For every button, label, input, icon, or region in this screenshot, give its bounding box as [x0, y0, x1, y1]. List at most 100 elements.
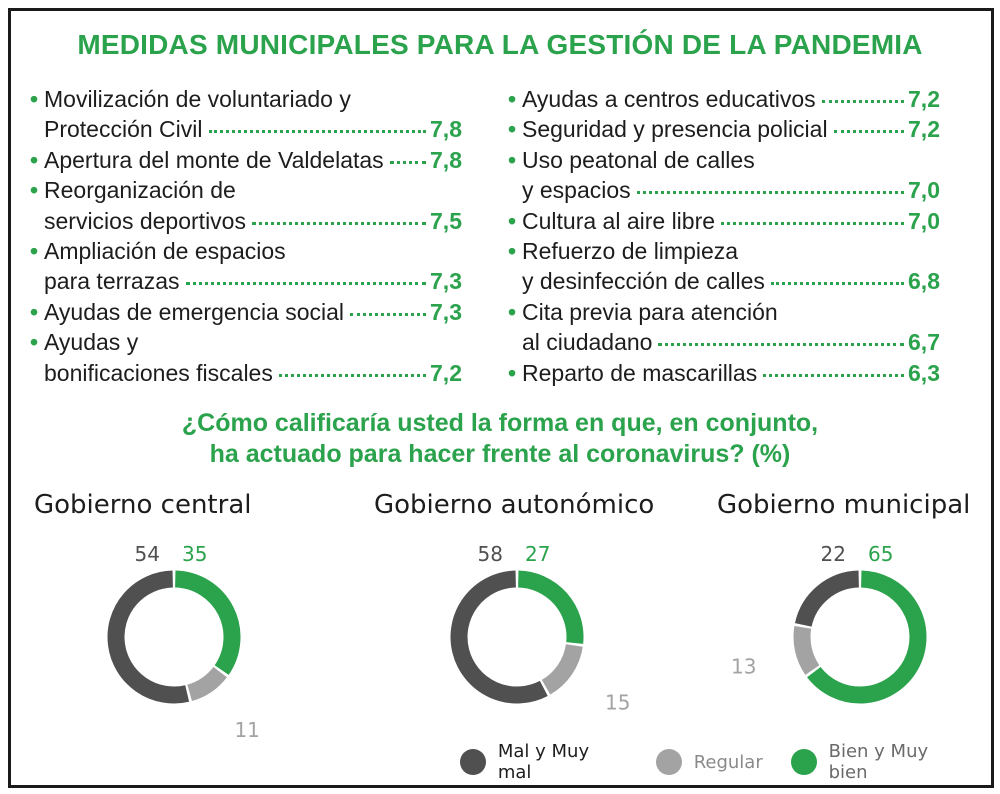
measure-label: Ayudas de emergencia social [44, 298, 345, 325]
measure-line: y espacios 7,0 [508, 175, 940, 205]
bullet-icon: • [30, 329, 39, 356]
bullet-icon: • [30, 177, 39, 204]
measure-line: al ciudadano 6,7 [508, 327, 940, 357]
measure-line: • Cita previa para atención [508, 297, 940, 327]
dotted-leader [389, 160, 427, 164]
measure-label: para terrazas [44, 268, 180, 295]
legend-item: Mal y Muy mal [460, 741, 628, 783]
question-line-1: ¿Cómo calificaría usted la forma en que,… [181, 409, 819, 437]
measure-label: y desinfección de calles [522, 268, 765, 295]
measure-line: • Seguridad y presencia policial 7,2 [508, 114, 940, 144]
label-mal: 54 [135, 542, 160, 566]
measure-label: Cita previa para atención [522, 298, 778, 325]
measure-score: 7,8 [430, 116, 462, 143]
measure-line: • Refuerzo de limpieza [508, 236, 940, 266]
label-bien: 27 [525, 542, 550, 566]
measure-line: • Apertura del monte de Valdelatas 7,8 [30, 145, 462, 175]
bullet-icon: • [30, 146, 39, 173]
chart-title-municipal: Gobierno municipal [717, 490, 971, 520]
label-regular: 13 [731, 655, 756, 679]
measure-item: • Uso peatonal de calles y espacios 7,0 [508, 145, 940, 206]
measure-item: • Refuerzo de limpieza y desinfección de c… [508, 236, 940, 297]
dotted-leader [770, 281, 905, 286]
measure-item: • Ampliación de espacios para terrazas 7,3 [30, 236, 462, 297]
label-regular: 15 [605, 690, 630, 714]
measure-score: 6,8 [908, 268, 940, 295]
segment-bien [517, 570, 584, 644]
measure-item: • Cita previa para atención al ciudadano 6,… [508, 297, 940, 358]
segment-regular [186, 666, 227, 702]
measure-line: • Ayudas de emergencia social 7,3 [30, 297, 462, 327]
segment-mal [450, 570, 548, 704]
dotted-leader [636, 190, 905, 195]
segment-bien [174, 570, 241, 675]
measure-score: 7,2 [908, 86, 940, 112]
legend-swatch [460, 749, 486, 775]
measure-line: • Ayudas a centros educativos 7,2 [508, 84, 940, 114]
measure-score: 6,7 [908, 329, 940, 356]
measure-score: 7,5 [430, 207, 462, 234]
measure-item: • Apertura del monte de Valdelatas 7,8 [30, 145, 462, 175]
segment-regular [541, 643, 583, 695]
bullet-icon: • [30, 237, 39, 264]
measure-label: Uso peatonal de calles [522, 146, 755, 173]
segment-bien [807, 570, 927, 704]
bullet-icon: • [508, 146, 517, 173]
measure-label: Apertura del monte de Valdelatas [44, 146, 384, 173]
measure-score: 7,0 [908, 207, 940, 234]
dotted-leader [251, 221, 427, 225]
measure-line: • Reparto de mascarillas 6,3 [508, 358, 940, 388]
dotted-leader [185, 281, 427, 286]
measure-label: servicios deportivos [44, 207, 246, 234]
segment-mal [794, 570, 860, 628]
measure-label: y espacios [522, 177, 631, 204]
label-regular: 11 [234, 718, 259, 742]
measure-label: Ayudas a centros educativos [522, 86, 816, 112]
dotted-leader [658, 342, 905, 347]
label-mal: 58 [478, 542, 503, 566]
question-line-2: ha actuado para hacer frente al coronavi… [209, 440, 791, 468]
infographic-frame [8, 8, 994, 788]
label-mal: 22 [821, 542, 846, 566]
legend-label: Bien y Muy bien [828, 741, 929, 783]
dotted-leader [721, 221, 905, 225]
bullet-icon: • [508, 237, 517, 264]
measure-line: servicios deportivos 7,5 [30, 206, 462, 236]
measure-label: bonificaciones fiscales [44, 359, 273, 386]
measure-label: Cultura al aire libre [522, 207, 716, 234]
measure-line: • Reorganización de [30, 175, 462, 205]
dotted-leader [821, 99, 905, 103]
legend-label: Mal y Muy mal [497, 741, 590, 783]
measure-item: • Movilización de voluntariado y Protecció… [30, 84, 462, 145]
dotted-leader [278, 373, 427, 377]
measure-line: • Uso peatonal de calles [508, 145, 940, 175]
measure-label: Protección Civil [44, 116, 203, 143]
legend-label: Regular [693, 751, 763, 773]
measure-item: • Reorganización de servicios deportivos 7,… [30, 175, 462, 236]
measure-item: • Ayudas y bonificaciones fiscales 7,2 [30, 327, 462, 388]
measure-line: • Ayudas y [30, 327, 462, 357]
legend-item: Bien y Muy bien [790, 741, 972, 783]
measure-score: 7,2 [430, 359, 462, 386]
label-bien: 35 [182, 542, 207, 566]
label-bien: 65 [868, 542, 893, 566]
measure-line: • Cultura al aire libre 7,0 [508, 206, 940, 236]
legend-swatch [655, 749, 682, 775]
measure-label: al ciudadano [522, 329, 653, 356]
measure-label: Refuerzo de limpieza [522, 237, 739, 264]
measure-line: • Movilización de voluntariado y [30, 84, 462, 114]
dotted-leader [763, 373, 905, 377]
measure-score: 7,3 [430, 298, 462, 325]
measure-line: Protección Civil 7,8 [30, 114, 462, 144]
measure-score: 7,3 [430, 268, 462, 295]
measure-item: • Cultura al aire libre 7,0 [508, 206, 940, 236]
measure-item: • Seguridad y presencia policial 7,2 [508, 114, 940, 144]
bullet-icon: • [508, 116, 517, 143]
dotted-leader [208, 129, 427, 134]
measure-item: • Ayudas de emergencia social 7,3 [30, 297, 462, 327]
measure-score: 7,8 [430, 146, 462, 173]
bullet-icon: • [30, 86, 39, 112]
chart-title-central: Gobierno central [34, 490, 252, 520]
measures-right-column: • Ayudas a centros educativos 7,2 • Segurida… [508, 84, 940, 388]
